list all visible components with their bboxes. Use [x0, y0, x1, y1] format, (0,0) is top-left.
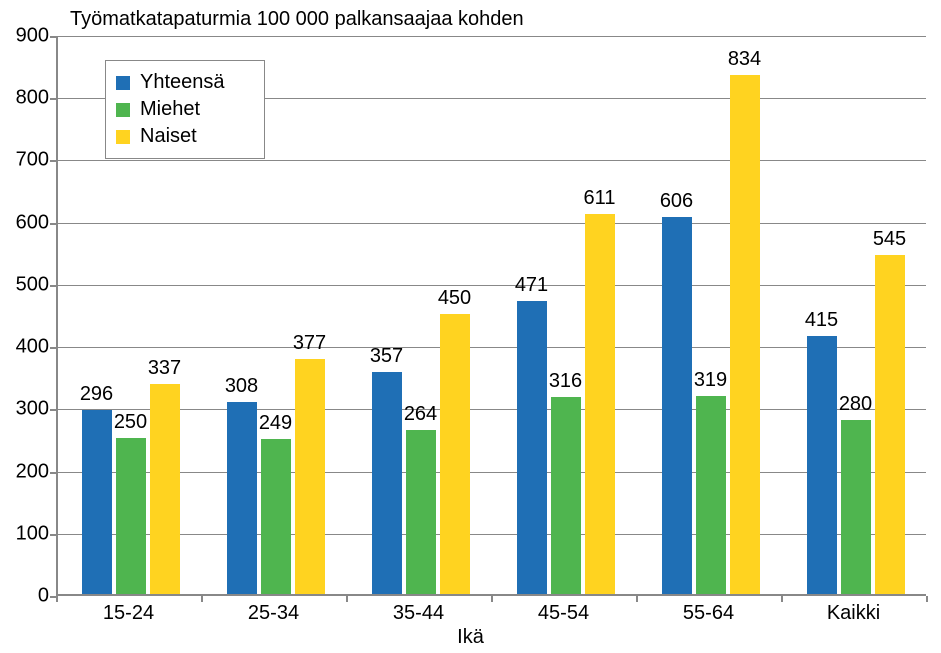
x-tick-label: Kaikki	[827, 602, 880, 625]
bar	[116, 438, 146, 594]
y-tick-label: 0	[4, 585, 49, 608]
bar-value-label: 319	[694, 369, 727, 392]
y-tick-label: 200	[4, 460, 49, 483]
x-tick-label: 55-64	[683, 602, 734, 625]
bar-value-label: 280	[839, 393, 872, 416]
legend-swatch-icon	[116, 76, 130, 90]
legend-swatch-icon	[116, 103, 130, 117]
bar	[82, 410, 112, 594]
bar-value-label: 545	[873, 228, 906, 251]
bar	[517, 301, 547, 594]
x-tick-mark	[636, 596, 638, 602]
x-tick-label: 15-24	[103, 602, 154, 625]
bar-value-label: 316	[549, 370, 582, 393]
bar	[295, 359, 325, 594]
gridline	[58, 472, 926, 473]
gridline	[58, 285, 926, 286]
chart-title: Työmatkatapaturmia 100 000 palkansaajaa …	[70, 8, 524, 31]
legend-item: Miehet	[116, 96, 254, 123]
gridline	[58, 223, 926, 224]
bar	[372, 372, 402, 594]
x-tick-label: 35-44	[393, 602, 444, 625]
bar-value-label: 357	[370, 345, 403, 368]
y-tick-label: 600	[4, 211, 49, 234]
y-tick-label: 800	[4, 87, 49, 110]
bar-value-label: 264	[404, 403, 437, 426]
x-tick-mark	[201, 596, 203, 602]
bar-value-label: 611	[584, 187, 616, 210]
legend-label: Naiset	[140, 125, 197, 148]
bar	[585, 214, 615, 594]
gridline	[58, 347, 926, 348]
gridline	[58, 160, 926, 161]
legend-label: Yhteensä	[140, 71, 225, 94]
y-tick-label: 900	[4, 25, 49, 48]
x-tick-mark	[56, 596, 58, 602]
x-tick-label: 45-54	[538, 602, 589, 625]
bar-value-label: 606	[660, 190, 693, 213]
bar	[696, 396, 726, 594]
bar-value-label: 296	[80, 383, 113, 406]
legend-swatch-icon	[116, 130, 130, 144]
bar-value-label: 450	[438, 287, 471, 310]
legend-item: Naiset	[116, 123, 254, 150]
bar	[841, 420, 871, 594]
bar	[551, 397, 581, 594]
bar-value-label: 377	[293, 332, 326, 355]
legend-item: Yhteensä	[116, 69, 254, 96]
x-tick-mark	[926, 596, 928, 602]
bar-value-label: 834	[728, 48, 761, 71]
legend-label: Miehet	[140, 98, 200, 121]
bar	[730, 75, 760, 594]
bar	[662, 217, 692, 594]
y-tick-label: 500	[4, 273, 49, 296]
bar	[261, 439, 291, 594]
bar-value-label: 308	[225, 375, 258, 398]
y-tick-label: 700	[4, 149, 49, 172]
accidents-by-age-chart: Työmatkatapaturmia 100 000 palkansaajaa …	[0, 0, 941, 653]
bar	[875, 255, 905, 594]
bar-value-label: 250	[114, 411, 147, 434]
legend: Yhteensä Miehet Naiset	[105, 60, 265, 159]
y-tick-label: 100	[4, 522, 49, 545]
y-tick-label: 300	[4, 398, 49, 421]
bar	[150, 384, 180, 594]
x-axis-title: Ikä	[0, 626, 941, 649]
x-tick-mark	[491, 596, 493, 602]
gridline	[58, 534, 926, 535]
bar-value-label: 415	[805, 309, 838, 332]
y-tick-label: 400	[4, 336, 49, 359]
x-tick-mark	[781, 596, 783, 602]
bar	[807, 336, 837, 594]
bar-value-label: 249	[259, 412, 292, 435]
bar-value-label: 471	[515, 274, 548, 297]
bar	[406, 430, 436, 594]
x-tick-mark	[346, 596, 348, 602]
bar	[440, 314, 470, 594]
bar-value-label: 337	[148, 357, 181, 380]
x-tick-label: 25-34	[248, 602, 299, 625]
gridline	[58, 409, 926, 410]
gridline	[58, 36, 926, 37]
bar	[227, 402, 257, 594]
